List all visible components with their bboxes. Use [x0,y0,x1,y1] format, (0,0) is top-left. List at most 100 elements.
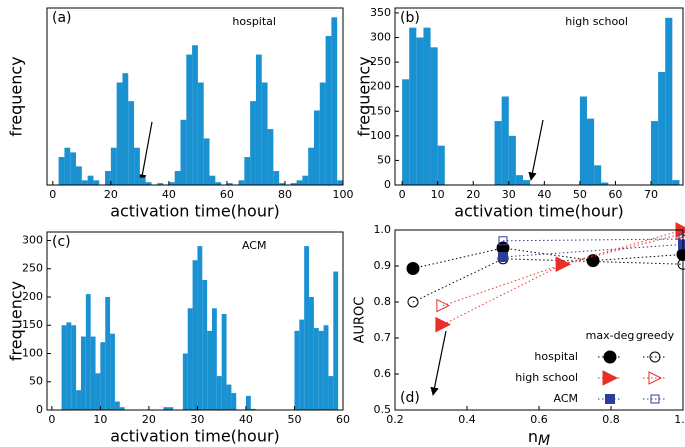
bar [255,54,262,185]
y-tick-label: 0.6 [374,367,392,380]
bar [313,110,320,185]
bar [665,17,673,186]
bar [197,246,203,410]
x-tick-label: 20 [104,188,118,201]
x-axis-label: activation time(hour) [110,427,280,446]
bar [587,118,595,185]
x-tick-label: 20 [142,413,156,426]
y-tick-label: 300 [22,233,43,246]
panel-label: (a) [52,10,72,26]
bar [409,27,417,185]
bar [174,171,181,185]
bar [64,147,71,185]
bar [168,407,174,410]
bar [318,330,324,410]
bar [294,330,300,410]
bar [61,325,67,410]
bar [192,260,198,410]
bar [95,373,101,410]
bar [110,147,117,185]
point [407,296,419,308]
y-axis-label: AUROC [353,297,368,344]
bar [221,313,227,410]
x-tick-label: 60 [608,188,622,201]
series-line [442,233,684,307]
bar [601,182,609,185]
bar [105,171,111,185]
chart-title: ACM [242,239,267,252]
bar [304,246,310,410]
bar [250,408,256,410]
bar [494,121,502,185]
bar [168,182,175,185]
y-tick-label: 250 [370,55,391,68]
y-tick-label: 50 [29,375,43,388]
bar [323,325,329,410]
bar [81,180,88,185]
x-axis-label: activation time(hour) [110,202,280,221]
bar [70,152,77,185]
bar [302,175,309,185]
y-axis-label: frequency [355,56,374,136]
legend-label: high school [515,371,578,384]
x-tick-label: 60 [336,413,350,426]
bar [216,376,222,410]
x-tick-label: 50 [287,413,301,426]
legend-marker [602,370,619,386]
legend-marker [650,394,660,404]
bar [145,182,152,185]
y-tick-label: 150 [22,318,43,331]
bar [110,333,115,410]
bar [231,393,237,410]
bar [182,353,188,410]
legend-marker [648,371,663,385]
x-axis-label: nM [528,427,550,447]
bar [328,376,334,410]
bar [337,180,343,185]
bar [207,330,212,410]
point [435,316,451,333]
x-axis-label: activation time(hour) [454,202,624,221]
bar [309,296,314,410]
bar [430,47,438,186]
series-line [442,229,684,326]
bar [238,180,245,185]
bar [187,308,193,410]
bar [139,177,146,185]
bar [202,280,208,410]
plot-frame [46,7,344,186]
arrow [528,119,544,181]
point [556,257,571,272]
y-tick-label: 300 [370,31,391,44]
legend-header: greedy [636,329,675,342]
bar [672,180,680,185]
y-axis-label: frequency [7,281,26,361]
bar [163,407,169,410]
bar [211,308,217,410]
plot-frame [46,231,344,411]
y-tick-label: 200 [22,290,43,303]
bar [90,336,96,410]
bar [71,325,77,410]
x-tick-label: 30 [190,413,204,426]
bar [226,384,232,410]
x-tick-label: 0 [48,413,55,426]
bar [80,336,86,410]
legend-marker [603,350,617,364]
series-line [502,238,684,242]
panel-label: (c) [52,234,71,250]
bar [157,183,164,185]
bar [114,401,120,410]
point [406,262,420,276]
legend-marker [605,394,615,404]
x-tick-label: 100 [333,188,354,201]
x-tick-label: 20 [466,188,480,201]
bar [209,175,216,185]
bar [244,157,251,185]
bar [261,82,268,185]
y-tick-label: 150 [370,104,391,117]
bar [325,35,332,185]
y-tick-label: 0.9 [374,259,392,272]
x-tick-label: 60 [220,188,234,201]
bar [594,165,602,185]
